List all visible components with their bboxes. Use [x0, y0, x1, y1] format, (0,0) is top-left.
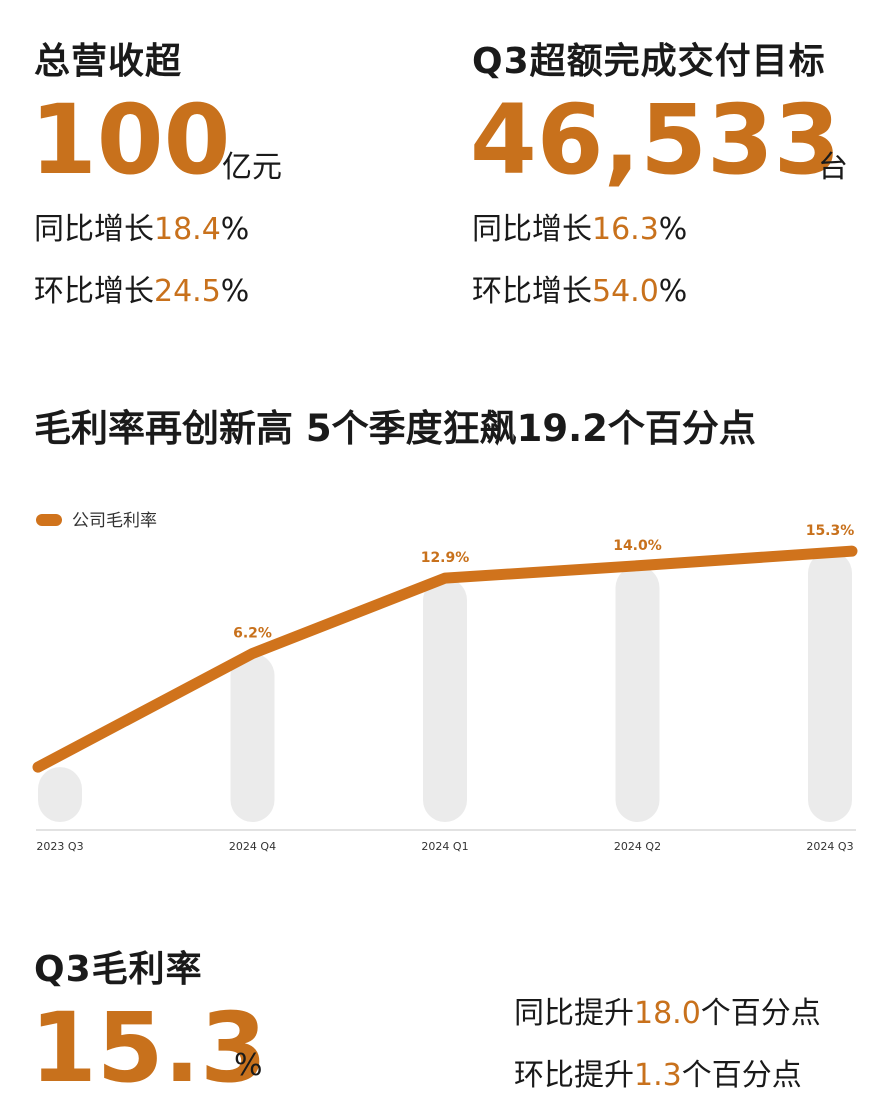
delivery-value: 46,533: [470, 84, 841, 196]
chart-legend: 公司毛利率: [36, 511, 157, 531]
revenue-yoy: 同比增长18.4%: [34, 212, 250, 247]
revenue-label: 总营收超: [34, 41, 183, 82]
revenue-unit: 亿元: [222, 150, 282, 185]
data-label: 12.9%: [421, 550, 470, 566]
gross-margin-chart: 公司毛利率 2023 Q3 2024 Q4 2024 Q1 2024 Q2 2024 Q…: [32, 511, 858, 853]
bar-1: [230, 653, 275, 822]
x-tick-label: 2024 Q4: [229, 840, 276, 853]
series-line: [32, 545, 858, 773]
revenue-value: 100: [30, 84, 231, 196]
delivery-yoy: 同比增长16.3%: [472, 212, 688, 247]
delivery-qoq: 环比增长54.0%: [472, 274, 688, 309]
delivery-unit: 台: [818, 150, 848, 185]
bar-0: [38, 767, 82, 822]
margin-unit: %: [234, 1048, 263, 1083]
data-label: 6.2%: [233, 626, 272, 642]
bar-4: [808, 551, 852, 822]
margin-value: 15.3: [30, 992, 267, 1104]
chart-headline: 毛利率再创新高 5个季度狂飙19.2个百分点: [34, 407, 756, 450]
margin-yoy: 同比提升18.0个百分点: [514, 996, 821, 1031]
x-tick-label: 2024 Q3: [806, 840, 853, 853]
legend-label: 公司毛利率: [72, 511, 157, 531]
revenue-qoq: 环比增长24.5%: [34, 274, 250, 309]
margin-label: Q3毛利率: [34, 949, 203, 990]
bar-3: [615, 565, 660, 822]
x-tick-label: 2024 Q1: [421, 840, 468, 853]
margin-qoq: 环比提升1.3个百分点: [514, 1058, 802, 1093]
legend-swatch: [36, 514, 62, 526]
x-tick-label: 2024 Q2: [614, 840, 661, 853]
data-label: 15.3%: [806, 523, 855, 539]
delivery-label: Q3超额完成交付目标: [472, 41, 826, 82]
x-tick-label: 2023 Q3: [36, 840, 83, 853]
data-label: 14.0%: [613, 538, 662, 554]
bar-2: [423, 578, 467, 822]
